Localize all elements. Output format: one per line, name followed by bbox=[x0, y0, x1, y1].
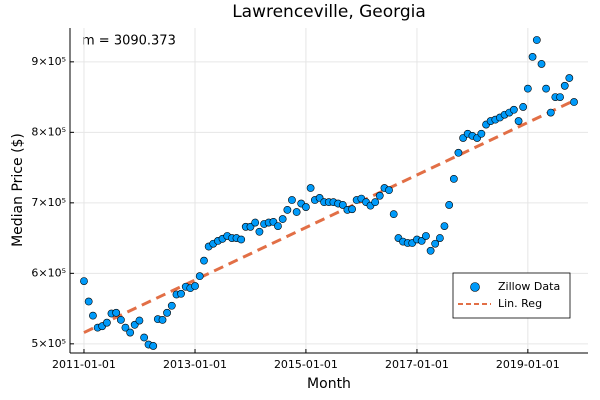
data-point bbox=[288, 196, 296, 204]
data-point bbox=[149, 342, 158, 350]
data-point bbox=[375, 191, 384, 200]
data-point bbox=[255, 227, 264, 236]
regression-line bbox=[83, 99, 575, 334]
data-point bbox=[435, 234, 444, 242]
data-point bbox=[431, 239, 440, 248]
data-point bbox=[546, 108, 555, 117]
data-point bbox=[519, 103, 528, 111]
data-point bbox=[532, 36, 541, 44]
data-point bbox=[306, 184, 315, 192]
data-point bbox=[556, 93, 564, 101]
x-axis-label: Month bbox=[307, 376, 351, 392]
data-point bbox=[302, 203, 310, 211]
data-point bbox=[477, 129, 486, 138]
data-point bbox=[103, 318, 111, 327]
data-point bbox=[126, 328, 135, 337]
data-point bbox=[426, 246, 435, 255]
data-point bbox=[449, 174, 458, 183]
data-point bbox=[338, 201, 347, 209]
data-point bbox=[195, 272, 204, 281]
data-point bbox=[560, 81, 569, 90]
data-point bbox=[570, 98, 578, 106]
data-point bbox=[158, 315, 167, 324]
data-point bbox=[440, 222, 449, 231]
x-tick-label: 2017-01-01 bbox=[385, 358, 449, 371]
data-point bbox=[417, 237, 426, 245]
data-point bbox=[509, 105, 518, 114]
data-point bbox=[454, 148, 463, 157]
x-tick-label: 2015-01-01 bbox=[274, 358, 338, 371]
chart-title: Lawrenceville, Georgia bbox=[232, 2, 426, 22]
data-point bbox=[528, 53, 537, 61]
data-point bbox=[191, 282, 199, 290]
data-point bbox=[385, 186, 393, 195]
data-point bbox=[514, 117, 523, 125]
data-point bbox=[121, 323, 130, 332]
data-point bbox=[167, 301, 176, 310]
x-tick-label: 2011-01-01 bbox=[52, 358, 116, 371]
data-point bbox=[565, 74, 574, 82]
annotation: m = 3090.373 bbox=[82, 34, 176, 49]
data-point bbox=[237, 235, 246, 244]
data-point bbox=[112, 308, 121, 317]
data-point bbox=[283, 205, 292, 214]
y-tick-label: 5×10⁵ bbox=[31, 337, 66, 350]
data-point bbox=[292, 208, 301, 216]
data-point bbox=[445, 201, 454, 209]
legend-marker bbox=[470, 282, 480, 292]
x-tick-label: 2013-01-01 bbox=[163, 358, 227, 371]
data-point bbox=[278, 215, 287, 223]
y-axis-label: Median Price ($) bbox=[10, 133, 26, 247]
data-point bbox=[537, 60, 546, 68]
data-point bbox=[80, 277, 88, 285]
legend-label: Lin. Reg bbox=[498, 297, 542, 310]
data-point bbox=[371, 198, 380, 207]
data-point bbox=[274, 222, 282, 231]
data-point bbox=[163, 308, 171, 317]
data-point bbox=[251, 218, 260, 227]
x-tick-label: 2019-01-01 bbox=[496, 358, 560, 371]
data-point bbox=[135, 316, 144, 325]
data-point bbox=[542, 84, 550, 93]
data-point bbox=[84, 297, 93, 306]
y-tick-label: 7×10⁵ bbox=[31, 196, 66, 209]
y-tick-label: 8×10⁵ bbox=[31, 125, 66, 138]
y-tick-label: 6×10⁵ bbox=[31, 266, 66, 279]
data-point bbox=[422, 232, 430, 240]
data-point bbox=[116, 315, 125, 324]
data-point bbox=[523, 84, 532, 93]
data-point bbox=[140, 333, 149, 342]
data-point bbox=[348, 205, 356, 214]
data-point bbox=[89, 311, 97, 320]
data-point bbox=[389, 210, 398, 219]
legend-box bbox=[452, 272, 571, 319]
y-tick-label: 9×10⁵ bbox=[31, 55, 66, 68]
data-point bbox=[177, 289, 185, 298]
legend-label: Zillow Data bbox=[498, 280, 560, 293]
data-point bbox=[200, 256, 208, 265]
